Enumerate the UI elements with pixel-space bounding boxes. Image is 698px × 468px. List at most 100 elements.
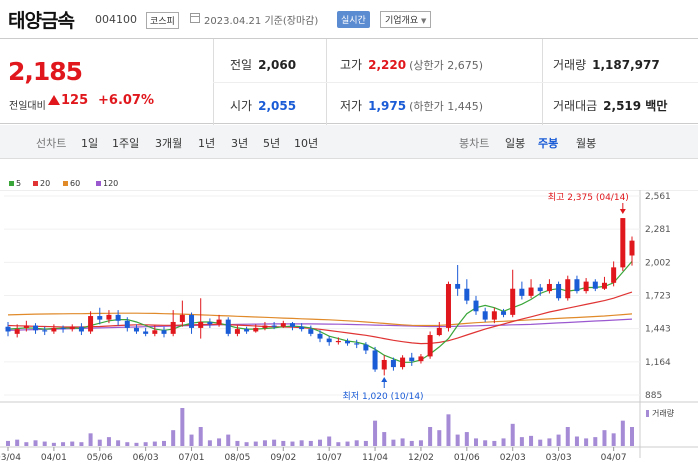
volume-bar xyxy=(33,440,38,446)
volume-bar xyxy=(308,440,313,446)
candle-body xyxy=(565,279,571,299)
volume-bar xyxy=(235,440,240,446)
volume-bar xyxy=(106,437,111,446)
volume-bar xyxy=(464,432,469,446)
tab-3month[interactable]: 3개월 xyxy=(155,137,183,150)
candle-body xyxy=(491,311,497,320)
volume-bar xyxy=(428,427,433,446)
candle-body xyxy=(69,326,75,330)
volume-bar xyxy=(97,439,102,446)
company-overview-dropdown[interactable]: 기업개요 ▼ xyxy=(380,11,432,28)
x-tick-label: 03/04 xyxy=(0,453,21,463)
tab-3year[interactable]: 3년 xyxy=(231,137,249,150)
candle-body xyxy=(528,287,534,296)
volume-bar xyxy=(272,439,277,446)
calendar-icon xyxy=(190,13,200,23)
x-tick-label: 04/01 xyxy=(41,453,67,463)
chart-tabs: 선차트 1일 1주일 3개월 1년 3년 5년 10년 봉차트 일봉 주봉 월봉 xyxy=(0,125,698,159)
candle-body xyxy=(216,319,222,325)
line-chart-label: 선차트 xyxy=(36,137,67,150)
volume-bar xyxy=(602,430,607,446)
volume-bar xyxy=(446,414,451,446)
low-arrow-head xyxy=(381,377,388,382)
x-tick-label: 12/02 xyxy=(408,453,434,463)
x-tick-label: 11/04 xyxy=(362,453,388,463)
candle-body xyxy=(574,279,580,292)
volume-bar xyxy=(391,439,396,446)
tab-1week[interactable]: 1주일 xyxy=(112,137,140,150)
volume-label: 거래량 xyxy=(652,408,675,418)
candle-body xyxy=(354,343,360,345)
volume-bar xyxy=(6,440,10,446)
candle-body xyxy=(124,320,130,328)
realtime-button[interactable]: 실시간 xyxy=(337,11,370,28)
x-tick-label: 01/06 xyxy=(454,453,480,463)
volume-bar xyxy=(501,438,506,446)
candle-body xyxy=(390,359,396,368)
candle-chart-label: 봉차트 xyxy=(459,137,490,150)
volume-bar xyxy=(152,441,157,446)
candle-body xyxy=(289,323,295,327)
y-tick-label: 2,281 xyxy=(645,225,671,235)
volume-bar xyxy=(226,434,231,446)
candle-body xyxy=(501,311,507,315)
tab-daily-candle[interactable]: 일봉 xyxy=(505,137,526,150)
y-tick-label: 1,164 xyxy=(645,358,671,368)
tab-1year[interactable]: 1년 xyxy=(198,137,216,150)
candle-body xyxy=(473,300,479,312)
trade-amount: 거래대금 2,519 백만 xyxy=(553,99,668,113)
tab-5year[interactable]: 5년 xyxy=(263,137,281,150)
candle-body xyxy=(372,350,378,370)
candle-body xyxy=(244,329,250,332)
candle-body xyxy=(601,282,607,289)
stock-code: 004100 xyxy=(95,13,137,26)
tab-1day[interactable]: 1일 xyxy=(81,137,99,150)
volume-bar xyxy=(318,439,322,446)
low-price: 저가 1,975 (하한가 1,445) xyxy=(340,99,483,113)
high-arrow-head xyxy=(619,209,626,214)
candle-body xyxy=(42,330,48,332)
volume-bar xyxy=(336,442,341,446)
change-label: 전일대비 xyxy=(9,101,46,112)
volume-bar xyxy=(538,439,543,446)
tab-monthly-candle[interactable]: 월봉 xyxy=(576,137,597,150)
prev-close: 전일 2,060 xyxy=(230,58,297,72)
candle-body xyxy=(326,338,332,343)
candle-body xyxy=(445,283,451,328)
tab-weekly-candle[interactable]: 주봉 xyxy=(538,137,559,150)
legend-ma20: 20 xyxy=(33,179,50,188)
candle-body xyxy=(345,340,351,344)
candle-body xyxy=(482,311,488,320)
candle-body xyxy=(198,321,204,328)
candle-body xyxy=(464,288,470,301)
volume-bar xyxy=(529,435,534,446)
candle-body xyxy=(51,327,57,332)
candle-body xyxy=(629,240,635,256)
candle-body xyxy=(23,325,29,328)
ma20-line xyxy=(7,291,633,345)
y-tick-label: 2,002 xyxy=(645,258,671,268)
y-tick-label: 1,443 xyxy=(645,325,671,335)
volume-bar xyxy=(327,436,332,446)
tab-10year[interactable]: 10년 xyxy=(294,137,319,150)
candle-body xyxy=(143,331,149,334)
stock-header: 태양금속 004100 코스피 2023.04.21 기준(장마감) 실시간 기… xyxy=(0,0,698,38)
candle-body xyxy=(5,326,11,332)
volume-bar xyxy=(207,440,212,446)
volume-bar xyxy=(574,436,579,446)
volume: 거래량 1,187,977 xyxy=(553,58,660,72)
up-arrow-icon xyxy=(48,95,60,105)
price-chart[interactable]: 2,561 2,281 2,002 1,723 1,443 1,164 885 03/04 04… xyxy=(0,190,698,468)
candle-body xyxy=(317,333,323,339)
low-annotation: 최저 1,020 (10/14) xyxy=(343,391,424,402)
volume-bar xyxy=(262,440,267,446)
candle-body xyxy=(546,283,552,292)
candle-body xyxy=(611,267,617,283)
volume-bar xyxy=(15,439,20,446)
volume-bar xyxy=(244,442,249,446)
x-tick-label: 06/03 xyxy=(133,453,159,463)
volume-bar xyxy=(373,420,378,446)
high-price: 고가 2,220 (상한가 2,675) xyxy=(340,58,483,72)
volume-bar xyxy=(418,440,423,446)
x-tick-label: 05/06 xyxy=(87,453,113,463)
